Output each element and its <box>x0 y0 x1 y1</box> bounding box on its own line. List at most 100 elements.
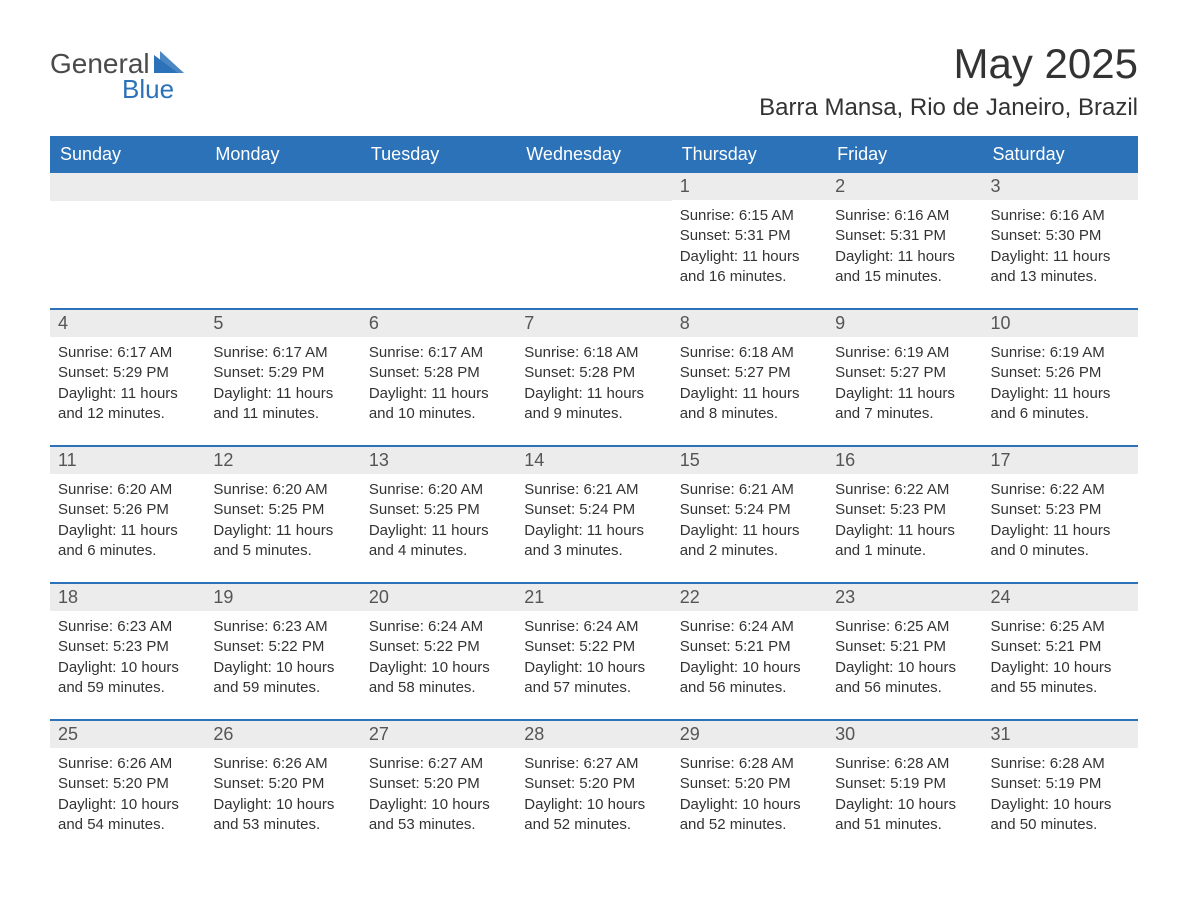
sunrise-text: Sunrise: 6:16 AM <box>991 206 1130 226</box>
day-number: 7 <box>516 310 671 337</box>
location-subtitle: Barra Mansa, Rio de Janeiro, Brazil <box>759 94 1138 122</box>
day-number: 30 <box>827 721 982 748</box>
weekday-header: Wednesday <box>516 136 671 173</box>
day-body: Sunrise: 6:18 AMSunset: 5:27 PMDaylight:… <box>672 337 827 428</box>
sunset-text: Sunset: 5:20 PM <box>680 774 819 794</box>
day-cell-blank <box>50 173 205 308</box>
title-block: May 2025 Barra Mansa, Rio de Janeiro, Br… <box>759 40 1138 122</box>
day-number <box>361 173 516 201</box>
day-cell-blank <box>361 173 516 308</box>
day-body: Sunrise: 6:28 AMSunset: 5:20 PMDaylight:… <box>672 748 827 839</box>
weekday-header: Friday <box>827 136 982 173</box>
daylight-text: Daylight: 11 hours and 6 minutes. <box>58 521 197 562</box>
day-body: Sunrise: 6:21 AMSunset: 5:24 PMDaylight:… <box>516 474 671 565</box>
day-cell: 13Sunrise: 6:20 AMSunset: 5:25 PMDayligh… <box>361 447 516 582</box>
sunrise-text: Sunrise: 6:18 AM <box>680 343 819 363</box>
day-number <box>50 173 205 201</box>
sunrise-text: Sunrise: 6:16 AM <box>835 206 974 226</box>
day-number: 28 <box>516 721 671 748</box>
sunset-text: Sunset: 5:25 PM <box>369 500 508 520</box>
day-number: 24 <box>983 584 1138 611</box>
day-body: Sunrise: 6:17 AMSunset: 5:29 PMDaylight:… <box>50 337 205 428</box>
sunset-text: Sunset: 5:22 PM <box>369 637 508 657</box>
header: General Blue May 2025 Barra Mansa, Rio d… <box>50 40 1138 122</box>
sunset-text: Sunset: 5:28 PM <box>369 363 508 383</box>
sunset-text: Sunset: 5:29 PM <box>58 363 197 383</box>
sunrise-text: Sunrise: 6:23 AM <box>58 617 197 637</box>
sunset-text: Sunset: 5:20 PM <box>369 774 508 794</box>
sunrise-text: Sunrise: 6:27 AM <box>524 754 663 774</box>
daylight-text: Daylight: 10 hours and 51 minutes. <box>835 795 974 836</box>
day-cell: 28Sunrise: 6:27 AMSunset: 5:20 PMDayligh… <box>516 721 671 856</box>
daylight-text: Daylight: 10 hours and 52 minutes. <box>524 795 663 836</box>
daylight-text: Daylight: 10 hours and 54 minutes. <box>58 795 197 836</box>
day-cell: 8Sunrise: 6:18 AMSunset: 5:27 PMDaylight… <box>672 310 827 445</box>
daylight-text: Daylight: 10 hours and 55 minutes. <box>991 658 1130 699</box>
weekday-header-row: SundayMondayTuesdayWednesdayThursdayFrid… <box>50 136 1138 173</box>
day-body: Sunrise: 6:16 AMSunset: 5:31 PMDaylight:… <box>827 200 982 291</box>
day-body: Sunrise: 6:26 AMSunset: 5:20 PMDaylight:… <box>50 748 205 839</box>
day-number: 9 <box>827 310 982 337</box>
day-number: 21 <box>516 584 671 611</box>
sunrise-text: Sunrise: 6:26 AM <box>58 754 197 774</box>
week-row: 18Sunrise: 6:23 AMSunset: 5:23 PMDayligh… <box>50 582 1138 719</box>
day-number: 15 <box>672 447 827 474</box>
daylight-text: Daylight: 11 hours and 4 minutes. <box>369 521 508 562</box>
sunrise-text: Sunrise: 6:17 AM <box>58 343 197 363</box>
sunset-text: Sunset: 5:20 PM <box>58 774 197 794</box>
day-cell: 27Sunrise: 6:27 AMSunset: 5:20 PMDayligh… <box>361 721 516 856</box>
day-body: Sunrise: 6:21 AMSunset: 5:24 PMDaylight:… <box>672 474 827 565</box>
sunset-text: Sunset: 5:22 PM <box>524 637 663 657</box>
day-cell: 9Sunrise: 6:19 AMSunset: 5:27 PMDaylight… <box>827 310 982 445</box>
sunset-text: Sunset: 5:22 PM <box>213 637 352 657</box>
day-cell: 29Sunrise: 6:28 AMSunset: 5:20 PMDayligh… <box>672 721 827 856</box>
sunrise-text: Sunrise: 6:18 AM <box>524 343 663 363</box>
week-row: 25Sunrise: 6:26 AMSunset: 5:20 PMDayligh… <box>50 719 1138 856</box>
sunset-text: Sunset: 5:24 PM <box>680 500 819 520</box>
sunrise-text: Sunrise: 6:21 AM <box>680 480 819 500</box>
day-body: Sunrise: 6:24 AMSunset: 5:22 PMDaylight:… <box>361 611 516 702</box>
day-body: Sunrise: 6:19 AMSunset: 5:26 PMDaylight:… <box>983 337 1138 428</box>
day-cell: 11Sunrise: 6:20 AMSunset: 5:26 PMDayligh… <box>50 447 205 582</box>
sunrise-text: Sunrise: 6:19 AM <box>991 343 1130 363</box>
day-number: 29 <box>672 721 827 748</box>
sunrise-text: Sunrise: 6:26 AM <box>213 754 352 774</box>
sunset-text: Sunset: 5:19 PM <box>835 774 974 794</box>
sunrise-text: Sunrise: 6:25 AM <box>991 617 1130 637</box>
daylight-text: Daylight: 10 hours and 58 minutes. <box>369 658 508 699</box>
daylight-text: Daylight: 11 hours and 9 minutes. <box>524 384 663 425</box>
daylight-text: Daylight: 11 hours and 10 minutes. <box>369 384 508 425</box>
weekday-header: Monday <box>205 136 360 173</box>
sunset-text: Sunset: 5:21 PM <box>991 637 1130 657</box>
day-cell: 14Sunrise: 6:21 AMSunset: 5:24 PMDayligh… <box>516 447 671 582</box>
page-title: May 2025 <box>759 40 1138 88</box>
day-cell: 5Sunrise: 6:17 AMSunset: 5:29 PMDaylight… <box>205 310 360 445</box>
day-body: Sunrise: 6:17 AMSunset: 5:29 PMDaylight:… <box>205 337 360 428</box>
sunset-text: Sunset: 5:26 PM <box>58 500 197 520</box>
day-cell: 12Sunrise: 6:20 AMSunset: 5:25 PMDayligh… <box>205 447 360 582</box>
daylight-text: Daylight: 11 hours and 2 minutes. <box>680 521 819 562</box>
day-body: Sunrise: 6:27 AMSunset: 5:20 PMDaylight:… <box>516 748 671 839</box>
daylight-text: Daylight: 11 hours and 6 minutes. <box>991 384 1130 425</box>
sunset-text: Sunset: 5:21 PM <box>680 637 819 657</box>
sunrise-text: Sunrise: 6:28 AM <box>835 754 974 774</box>
day-body: Sunrise: 6:20 AMSunset: 5:25 PMDaylight:… <box>205 474 360 565</box>
day-number: 6 <box>361 310 516 337</box>
day-body: Sunrise: 6:28 AMSunset: 5:19 PMDaylight:… <box>983 748 1138 839</box>
day-body: Sunrise: 6:24 AMSunset: 5:22 PMDaylight:… <box>516 611 671 702</box>
sunrise-text: Sunrise: 6:21 AM <box>524 480 663 500</box>
daylight-text: Daylight: 11 hours and 0 minutes. <box>991 521 1130 562</box>
day-cell: 3Sunrise: 6:16 AMSunset: 5:30 PMDaylight… <box>983 173 1138 308</box>
sunset-text: Sunset: 5:29 PM <box>213 363 352 383</box>
sunset-text: Sunset: 5:20 PM <box>524 774 663 794</box>
day-cell: 23Sunrise: 6:25 AMSunset: 5:21 PMDayligh… <box>827 584 982 719</box>
day-body: Sunrise: 6:20 AMSunset: 5:26 PMDaylight:… <box>50 474 205 565</box>
sunset-text: Sunset: 5:31 PM <box>680 226 819 246</box>
sunrise-text: Sunrise: 6:22 AM <box>991 480 1130 500</box>
sunrise-text: Sunrise: 6:25 AM <box>835 617 974 637</box>
day-number: 4 <box>50 310 205 337</box>
day-number: 14 <box>516 447 671 474</box>
day-number: 19 <box>205 584 360 611</box>
sunset-text: Sunset: 5:27 PM <box>680 363 819 383</box>
sunset-text: Sunset: 5:23 PM <box>991 500 1130 520</box>
